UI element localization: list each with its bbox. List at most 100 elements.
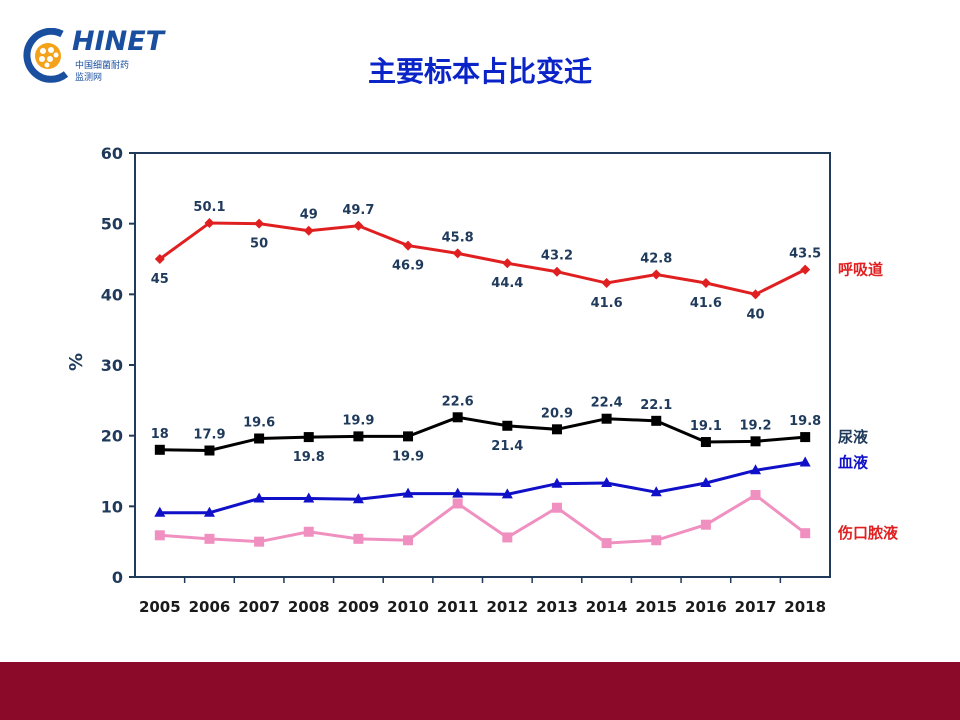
data-point-marker bbox=[303, 492, 315, 503]
data-label: 21.4 bbox=[491, 439, 523, 454]
data-point-marker bbox=[254, 218, 265, 229]
data-label: 50 bbox=[250, 237, 268, 252]
x-tick-label: 2014 bbox=[586, 598, 628, 616]
y-tick-label: 50 bbox=[101, 215, 123, 234]
x-tick-label: 2009 bbox=[338, 598, 380, 616]
data-label: 43.5 bbox=[789, 247, 821, 262]
data-point-marker bbox=[303, 526, 314, 537]
data-point-marker bbox=[700, 477, 712, 488]
series-legend-label: 尿液 bbox=[838, 428, 869, 446]
logo-subtitle-2: 监测网 bbox=[75, 73, 103, 83]
data-point-marker bbox=[403, 240, 414, 251]
data-label: 22.4 bbox=[591, 396, 623, 411]
data-label: 45.8 bbox=[442, 230, 474, 245]
data-point-marker bbox=[502, 258, 513, 269]
series-line-3 bbox=[159, 493, 807, 545]
x-tick-label: 2006 bbox=[189, 598, 231, 616]
data-label: 19.1 bbox=[690, 419, 722, 434]
data-label: 19.9 bbox=[392, 449, 424, 464]
data-point-marker bbox=[204, 445, 215, 456]
x-tick-label: 2007 bbox=[238, 598, 280, 616]
x-tick-label: 2011 bbox=[437, 598, 479, 616]
slide-title: 主要标本占比变迁 bbox=[367, 55, 592, 88]
data-point-marker bbox=[700, 437, 711, 448]
data-point-marker bbox=[501, 488, 513, 499]
y-tick-label: 10 bbox=[101, 497, 123, 516]
y-tick-label: 30 bbox=[101, 356, 123, 375]
data-label: 19.2 bbox=[739, 418, 771, 433]
data-point-marker bbox=[203, 506, 215, 517]
data-label: 20.9 bbox=[541, 406, 573, 421]
data-point-marker bbox=[700, 519, 711, 530]
y-tick-label: 60 bbox=[101, 144, 123, 163]
x-tick-label: 2018 bbox=[784, 598, 826, 616]
logo-text: HINET bbox=[72, 26, 165, 57]
data-point-marker bbox=[402, 487, 414, 498]
data-point-marker bbox=[650, 486, 662, 497]
data-point-marker bbox=[800, 432, 811, 443]
footer-band bbox=[0, 662, 960, 720]
data-point-marker bbox=[154, 530, 165, 541]
x-tick-label: 2017 bbox=[735, 598, 777, 616]
data-label: 46.9 bbox=[392, 259, 424, 274]
data-point-marker bbox=[750, 490, 761, 501]
y-tick-label: 40 bbox=[101, 285, 123, 304]
data-point-marker bbox=[353, 533, 364, 544]
data-point-marker bbox=[651, 415, 662, 426]
data-label: 22.1 bbox=[640, 398, 672, 413]
data-point-marker bbox=[502, 532, 513, 543]
x-tick-label: 2005 bbox=[139, 598, 181, 616]
data-point-marker bbox=[601, 477, 613, 488]
y-tick-label: 0 bbox=[112, 568, 123, 587]
data-point-marker bbox=[700, 278, 711, 289]
data-point-marker bbox=[353, 431, 364, 442]
data-label: 45 bbox=[151, 272, 169, 287]
y-axis-label: % bbox=[66, 353, 87, 371]
data-point-marker bbox=[353, 220, 364, 231]
data-point-marker bbox=[452, 412, 463, 423]
series-legend-label: 伤口脓液 bbox=[837, 524, 899, 542]
data-label: 18 bbox=[151, 427, 169, 442]
data-point-marker bbox=[551, 477, 563, 488]
data-point-marker bbox=[551, 266, 562, 277]
data-point-marker bbox=[750, 436, 761, 447]
data-point-marker bbox=[800, 528, 811, 539]
data-point-marker bbox=[452, 487, 464, 498]
data-label: 49 bbox=[300, 208, 318, 223]
logo-subtitle-1: 中国细菌耐药 bbox=[75, 61, 130, 71]
y-tick-label: 20 bbox=[101, 427, 123, 446]
series-legend-label: 呼吸道 bbox=[838, 261, 883, 279]
data-label: 41.6 bbox=[591, 296, 623, 311]
x-tick-label: 2010 bbox=[387, 598, 429, 616]
x-tick-label: 2012 bbox=[486, 598, 528, 616]
data-label: 19.9 bbox=[342, 413, 374, 428]
data-label: 43.2 bbox=[541, 249, 573, 264]
data-point-marker bbox=[253, 492, 265, 503]
data-label: 19.8 bbox=[293, 450, 325, 465]
series-line-2 bbox=[159, 461, 806, 515]
data-point-marker bbox=[601, 278, 612, 289]
data-point-marker bbox=[204, 217, 215, 228]
data-point-marker bbox=[154, 506, 166, 517]
hinet-logo: HINET 中国细菌耐药 监测网 bbox=[22, 26, 164, 86]
logo-globe-icon bbox=[23, 28, 69, 83]
data-label: 41.6 bbox=[690, 296, 722, 311]
data-point-marker bbox=[601, 413, 612, 424]
data-point-marker bbox=[799, 456, 811, 467]
data-point-marker bbox=[452, 248, 463, 259]
x-tick-label: 2015 bbox=[635, 598, 677, 616]
data-label: 49.7 bbox=[342, 203, 374, 218]
data-point-marker bbox=[403, 431, 414, 442]
data-point-marker bbox=[154, 254, 165, 264]
x-tick-label: 2016 bbox=[685, 598, 727, 616]
data-point-marker bbox=[651, 269, 662, 280]
data-point-marker bbox=[303, 432, 314, 443]
data-label: 17.9 bbox=[193, 428, 225, 443]
data-point-marker bbox=[800, 264, 811, 275]
data-point-marker bbox=[750, 464, 762, 475]
data-label: 19.6 bbox=[243, 415, 275, 430]
data-point-marker bbox=[651, 535, 662, 546]
series-line-0 bbox=[158, 221, 806, 296]
x-tick-label: 2013 bbox=[536, 598, 578, 616]
